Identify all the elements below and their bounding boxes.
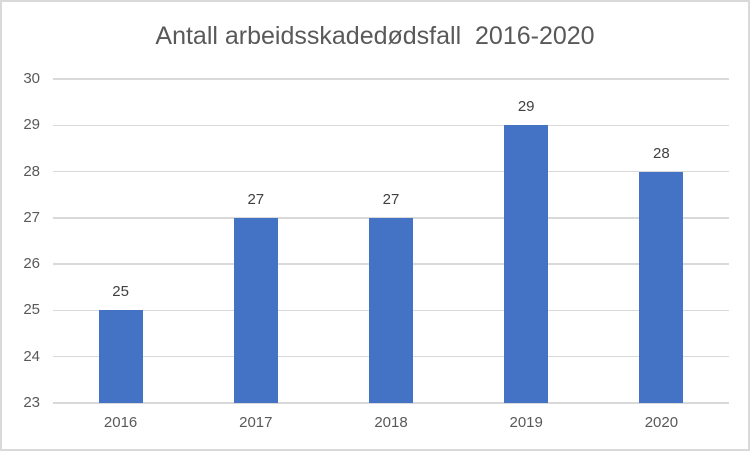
bar-2018 [369, 217, 413, 403]
bar-2019 [504, 125, 549, 403]
x-axis-tick-label: 2018 [374, 414, 408, 431]
y-axis-tick-label: 26 [23, 255, 40, 273]
bar-2017 [233, 217, 278, 403]
data-label: 27 [382, 190, 400, 208]
x-axis-tick-label: 2016 [103, 414, 138, 431]
y-axis-tick-label: 27 [23, 208, 40, 226]
data-label: 27 [247, 190, 265, 208]
y-axis-tick-label: 29 [23, 116, 40, 134]
y-gridline [53, 170, 729, 173]
x-axis-tick-label: 2020 [644, 414, 679, 431]
y-axis-tick-label: 24 [23, 347, 40, 365]
y-axis-tick-label: 25 [23, 301, 40, 319]
y-gridline [53, 78, 729, 80]
x-axis-line [53, 402, 729, 404]
data-label: 29 [517, 98, 535, 116]
data-label: 28 [653, 144, 670, 162]
data-label: 25 [112, 283, 129, 301]
x-axis-tick-label: 2019 [509, 414, 543, 431]
y-axis-tick-label: 30 [23, 70, 40, 87]
y-axis-tick-label: 28 [23, 162, 40, 180]
chart-title: Antall arbeidsskadedødsfall 2016-2020 [155, 22, 595, 50]
bar-2020 [639, 171, 684, 403]
y-axis-tick-label: 23 [23, 394, 40, 411]
x-axis-tick-label: 2017 [239, 414, 273, 431]
bar-2016 [98, 310, 143, 403]
y-gridline [53, 124, 729, 127]
